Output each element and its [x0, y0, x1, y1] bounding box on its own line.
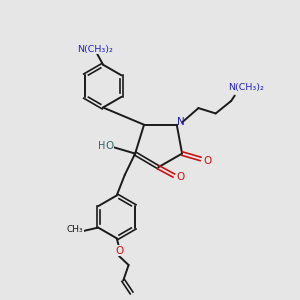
- Text: CH₃: CH₃: [67, 226, 83, 235]
- Text: O: O: [176, 172, 184, 182]
- Text: N(CH₃)₂: N(CH₃)₂: [228, 83, 264, 92]
- Text: N: N: [177, 117, 184, 128]
- Text: N(CH₃)₂: N(CH₃)₂: [77, 45, 113, 54]
- Text: O: O: [203, 156, 211, 166]
- Text: O: O: [105, 140, 113, 151]
- Text: H: H: [98, 140, 105, 151]
- Text: O: O: [115, 246, 123, 256]
